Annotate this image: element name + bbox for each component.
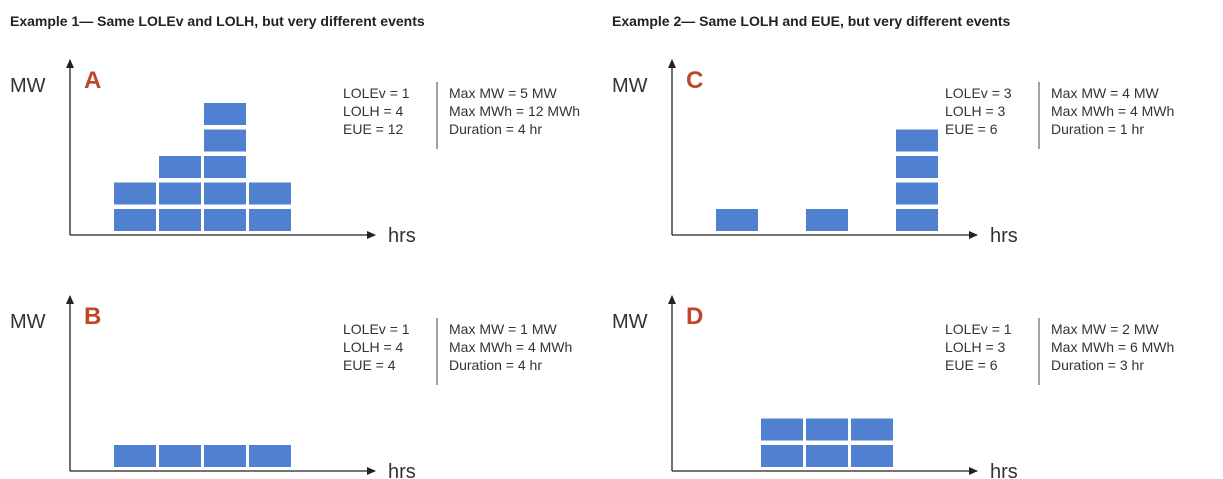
block xyxy=(851,445,893,467)
block xyxy=(249,182,291,205)
block xyxy=(806,418,848,441)
detail: Duration = 3 hr xyxy=(1051,357,1144,373)
block xyxy=(159,156,201,178)
block xyxy=(114,445,156,467)
example-title: Example 1— Same LOLEv and LOLH, but very… xyxy=(10,13,425,29)
stat: EUE = 4 xyxy=(343,357,396,373)
block xyxy=(114,182,156,205)
panel-letter: D xyxy=(686,303,703,330)
block xyxy=(204,156,246,178)
detail: Max MWh = 6 MWh xyxy=(1051,339,1174,355)
stat: LOLEv = 3 xyxy=(945,85,1012,101)
example-title: Example 2— Same LOLH and EUE, but very d… xyxy=(612,13,1011,29)
block xyxy=(896,129,938,152)
block xyxy=(249,445,291,467)
block xyxy=(761,445,803,467)
detail: Duration = 4 hr xyxy=(449,121,542,137)
block xyxy=(249,209,291,231)
block xyxy=(204,209,246,231)
stat: EUE = 6 xyxy=(945,121,998,137)
x-axis-label: hrs xyxy=(990,461,1018,479)
y-axis-label: MW xyxy=(612,311,648,333)
block xyxy=(159,445,201,467)
stat: LOLH = 3 xyxy=(945,339,1006,355)
block xyxy=(204,182,246,205)
block xyxy=(204,445,246,467)
detail: Duration = 4 hr xyxy=(449,357,542,373)
detail: Max MW = 5 MW xyxy=(449,85,558,101)
block xyxy=(761,418,803,441)
stat: LOLEv = 1 xyxy=(343,85,410,101)
x-axis-label: hrs xyxy=(388,225,416,247)
block xyxy=(716,209,758,231)
block xyxy=(159,209,201,231)
detail: Max MWh = 4 MWh xyxy=(1051,103,1174,119)
y-axis-label: MW xyxy=(612,75,648,97)
detail: Max MW = 4 MW xyxy=(1051,85,1160,101)
detail: Max MWh = 4 MWh xyxy=(449,339,572,355)
panel-letter: B xyxy=(84,303,101,330)
detail: Max MW = 1 MW xyxy=(449,321,558,337)
stat: LOLH = 4 xyxy=(343,103,404,119)
block xyxy=(896,156,938,178)
block xyxy=(896,182,938,205)
detail: Max MWh = 12 MWh xyxy=(449,103,580,119)
block xyxy=(204,103,246,125)
stat: LOLEv = 1 xyxy=(945,321,1012,337)
panel-letter: C xyxy=(686,67,703,94)
stat: EUE = 6 xyxy=(945,357,998,373)
stat: LOLH = 3 xyxy=(945,103,1006,119)
detail: Duration = 1 hr xyxy=(1051,121,1144,137)
block xyxy=(204,129,246,152)
stat: LOLEv = 1 xyxy=(343,321,410,337)
stat: LOLH = 4 xyxy=(343,339,404,355)
block xyxy=(806,209,848,231)
block xyxy=(806,445,848,467)
block xyxy=(114,209,156,231)
x-axis-label: hrs xyxy=(990,225,1018,247)
detail: Max MW = 2 MW xyxy=(1051,321,1160,337)
y-axis-label: MW xyxy=(10,311,46,333)
block xyxy=(851,418,893,441)
panel-letter: A xyxy=(84,67,101,94)
block xyxy=(159,182,201,205)
x-axis-label: hrs xyxy=(388,461,416,479)
y-axis-label: MW xyxy=(10,75,46,97)
stat: EUE = 12 xyxy=(343,121,404,137)
block xyxy=(896,209,938,231)
